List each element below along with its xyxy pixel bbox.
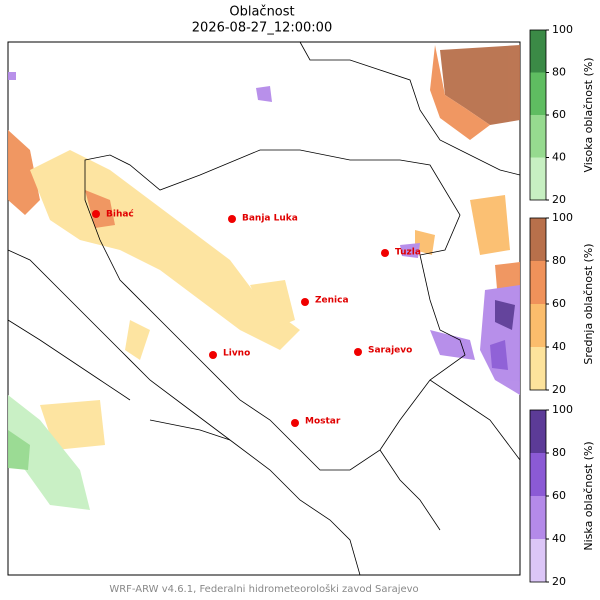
colorbar-label: Visoka oblačnost (%) [582, 57, 595, 172]
colorbar-band [530, 218, 546, 261]
city-marker [301, 298, 309, 306]
city-label: Tuzla [395, 248, 421, 258]
map-subtitle: 2026-08-27_12:00:00 [192, 21, 332, 36]
colorbar-tick-label: 40 [552, 151, 566, 164]
footer-credit: WRF-ARW v4.6.1, Federalni hidrometeorolo… [109, 583, 418, 595]
colorbar-band [530, 157, 546, 200]
city-marker [381, 249, 389, 257]
city-marker [209, 351, 217, 359]
colorbar-tick-label: 20 [552, 193, 566, 206]
colorbar-band [530, 539, 546, 582]
colorbar-tick-label: 100 [552, 23, 573, 36]
city-label: Mostar [305, 417, 341, 427]
borders [7, 41, 521, 576]
map-title: Oblačnost [229, 5, 294, 20]
colorbar-label: Niska oblačnost (%) [582, 441, 595, 550]
colorbar-band [530, 72, 546, 115]
colorbar-tick-label: 80 [552, 66, 566, 79]
colorbar-tick-label: 80 [552, 254, 566, 267]
colorbar-band [530, 261, 546, 304]
colorbar-band [530, 115, 546, 158]
city-label: Banja Luka [242, 214, 298, 224]
city-label: Sarajevo [368, 346, 412, 356]
city-label: Livno [223, 349, 250, 359]
map-area [7, 41, 521, 576]
colorbar-tick-label: 20 [552, 575, 566, 588]
colorbar-band [530, 347, 546, 390]
colorbar-tick-label: 40 [552, 532, 566, 545]
colorbar-tick-label: 100 [552, 403, 573, 416]
colorbar-tick-label: 80 [552, 446, 566, 459]
cities: Bihać Banja Luka Tuzla Zenica Livno Sara… [92, 209, 421, 427]
colorbar-tick-label: 60 [552, 108, 566, 121]
colorbar-band [530, 410, 546, 453]
city-marker [92, 210, 100, 218]
colorbar-band [530, 304, 546, 347]
city-marker [291, 419, 299, 427]
city-marker [354, 348, 362, 356]
colorbar-tick-label: 100 [552, 211, 573, 224]
colorbar-tick-label: 40 [552, 340, 566, 353]
colorbar-band [530, 453, 546, 496]
colorbar-tick-label: 60 [552, 297, 566, 310]
colorbar-tick-label: 60 [552, 489, 566, 502]
cloud-patches [8, 45, 520, 510]
colorbar-label: Srednja oblačnost (%) [582, 243, 595, 364]
colorbar-band [530, 496, 546, 539]
colorbar-band [530, 30, 546, 73]
city-label: Bihać [106, 209, 134, 220]
city-marker [228, 215, 236, 223]
city-label: Zenica [315, 296, 349, 306]
colorbar-tick-label: 20 [552, 383, 566, 396]
